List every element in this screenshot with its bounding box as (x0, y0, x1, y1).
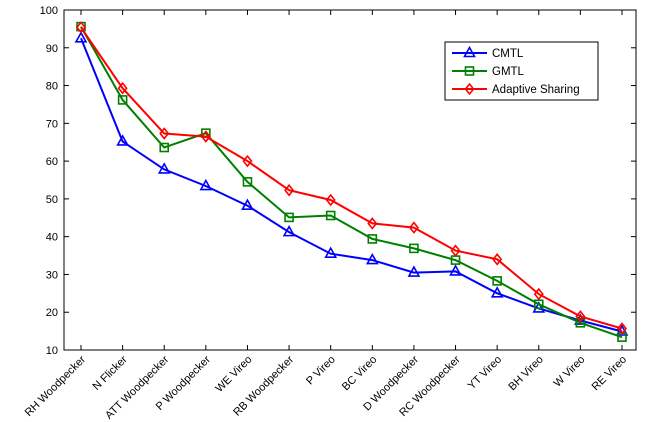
data-point (284, 212, 294, 223)
x-tick-label: WE Vireo (213, 354, 254, 395)
legend: CMTL GMTL Adaptive Sharing (444, 41, 599, 101)
data-point (284, 183, 295, 197)
series-line (80, 26, 623, 339)
data-point (159, 142, 170, 153)
x-tick-label: N Flicker (91, 353, 130, 392)
legend-label: CMTL (492, 48, 524, 60)
data-point (575, 317, 586, 328)
data-point (409, 243, 419, 254)
x-tick-label: RH Woodpecker (23, 353, 89, 419)
series-line (80, 37, 623, 333)
y-tick-label: 30 (46, 269, 58, 281)
y-tick-label: 10 (46, 345, 58, 357)
x-tick-label: RE Vireo (590, 354, 629, 393)
legend-swatch-marker (463, 45, 476, 58)
legend-swatch-marker (464, 66, 475, 76)
data-point (492, 253, 503, 266)
x-tick-label: BC Vireo (340, 354, 379, 393)
series-group (74, 21, 629, 342)
series-adaptive-sharing (75, 21, 628, 335)
data-point (75, 21, 87, 34)
data-point (533, 287, 544, 301)
x-tick-label: BH Vireo (506, 354, 545, 393)
x-tick-label: YT Vireo (466, 354, 504, 392)
data-point (490, 286, 504, 298)
data-point (242, 177, 253, 187)
data-point (157, 162, 171, 174)
data-point (117, 95, 128, 105)
y-tick-label: 40 (46, 232, 58, 244)
data-point (616, 322, 628, 335)
y-tick-label: 80 (46, 81, 58, 93)
data-point (367, 234, 378, 244)
data-point (492, 276, 502, 286)
data-point (200, 130, 211, 143)
data-point (575, 310, 586, 323)
series-line (80, 26, 623, 330)
data-point (407, 265, 421, 277)
y-tick-label: 100 (40, 5, 58, 17)
data-point (449, 264, 462, 276)
x-tick-label: P Vireo (304, 354, 338, 388)
data-point (408, 221, 419, 234)
y-tick-label: 60 (46, 156, 58, 168)
data-point (324, 246, 338, 258)
series-gmtl (76, 21, 627, 342)
data-point (117, 81, 128, 95)
y-tick-label: 90 (46, 43, 58, 55)
y-tick-label: 50 (46, 194, 58, 206)
data-point (199, 178, 213, 191)
data-point (325, 193, 336, 207)
data-point (325, 210, 336, 221)
data-point (242, 154, 253, 168)
legend-swatch-marker (464, 82, 475, 96)
legend-label: GMTL (492, 66, 525, 78)
data-point (282, 224, 296, 237)
data-point (241, 198, 254, 210)
data-point (74, 31, 88, 43)
data-point (532, 301, 546, 313)
data-point (367, 217, 378, 230)
y-tick-label: 70 (46, 118, 58, 130)
data-point (116, 134, 129, 146)
y-tick-label: 20 (46, 307, 58, 319)
legend-label: Adaptive Sharing (492, 84, 580, 96)
series-cmtl (74, 31, 629, 336)
data-point (365, 252, 379, 265)
data-point (159, 127, 170, 140)
x-tick-label: W Vireo (551, 354, 587, 390)
data-point (450, 244, 461, 257)
